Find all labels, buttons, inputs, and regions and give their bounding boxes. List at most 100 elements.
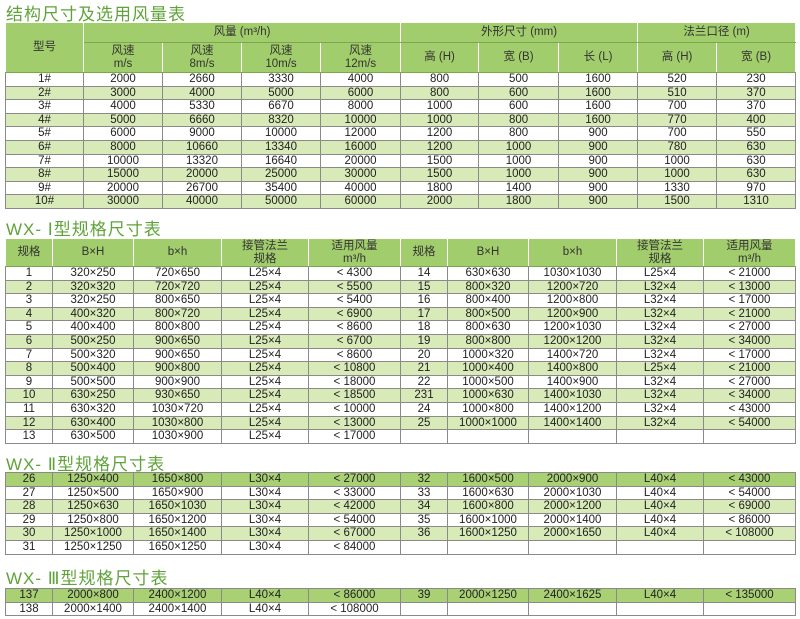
column-header: 规格 — [400, 238, 448, 267]
table-row — [400, 429, 796, 444]
table-cell: 600 — [478, 85, 560, 101]
table-cell: 39 — [400, 588, 448, 603]
table-row: 3 320×250 800×650 L25×4 < 5400 — [5, 293, 401, 308]
table-row: 231 1000×630 1400×1030 L32×4 < 34000 — [400, 388, 796, 403]
table-row: 36 1600×1250 2000×1650 L40×4 < 108000 — [400, 526, 796, 541]
table-row: 17 800×500 1200×900 L32×4 < 21000 — [400, 306, 796, 322]
table-cell — [528, 539, 617, 555]
table-row: 8 500×400 900×800 L25×4 < 10800 — [5, 361, 401, 376]
table-cell: < 10000 — [308, 401, 401, 417]
table4-title: WX- Ⅲ型规格尺寸表 — [6, 569, 169, 588]
table-cell: 1250×800 — [52, 512, 134, 528]
table-cell: 720×650 — [133, 266, 222, 281]
table-cell: L40×4 — [221, 601, 309, 617]
table-cell: L32×4 — [616, 279, 704, 295]
table-cell: L40×4 — [616, 526, 704, 541]
table-cell: 900 — [558, 167, 639, 182]
table-cell: 1030×1030 — [528, 266, 617, 281]
table-cell: 4000 — [319, 72, 402, 87]
table-cell: 25000 — [241, 167, 321, 182]
table-cell: 36 — [400, 526, 448, 541]
table-row: 137 2000×800 2400×1200 L40×4 < 86000 — [5, 588, 401, 603]
table-cell: 10# — [5, 194, 84, 209]
table-cell: L25×4 — [221, 401, 309, 417]
header-flange: 法兰口径 (m) — [637, 22, 797, 43]
table-cell: 1600 — [558, 72, 639, 87]
table-row: 18 800×630 1200×1030 L32×4 < 27000 — [400, 320, 796, 335]
table-cell: 1650×1400 — [133, 526, 222, 541]
table-cell: 12 — [5, 415, 53, 431]
table-cell: 1250×630 — [52, 499, 134, 514]
table-cell: < 86000 — [308, 588, 401, 603]
header-dimension: 高 (H) — [400, 42, 480, 73]
table-cell: 1600 — [558, 85, 639, 101]
table-cell: 2000×1030 — [528, 485, 617, 501]
table-cell: < 27000 — [703, 320, 796, 335]
wx1-left-table: 规格 B×H b×h 接管法兰 规格 适用风量 m³/h 1 320×250 720×650 L25… — [5, 238, 401, 444]
table-cell: 5000 — [241, 85, 321, 101]
table-cell: L30×4 — [221, 539, 309, 555]
table-cell: L30×4 — [221, 512, 309, 528]
table-row: 13 630×500 1030×900 L25×4 < 17000 — [5, 429, 401, 444]
table-cell: 5000 — [83, 112, 163, 128]
table-cell: 800×630 — [447, 320, 529, 335]
table-cell: 500×500 — [52, 374, 134, 390]
table-row: 25 1000×1000 1400×1400 L32×4 < 54000 — [400, 415, 796, 431]
table-cell: 230 — [716, 72, 797, 87]
table-cell: L32×4 — [616, 347, 704, 363]
table-cell: 29 — [5, 512, 53, 528]
table-cell: < 86000 — [703, 512, 796, 528]
table-cell: 10000 — [83, 153, 163, 169]
table-cell: 800×500 — [447, 306, 529, 322]
table-row: 7 500×320 900×650 L25×4 < 8600 — [5, 347, 401, 363]
table-cell — [400, 601, 448, 617]
table-cell: 630×250 — [52, 388, 134, 403]
table-cell: 1200 — [400, 126, 480, 141]
table-cell: 1650×900 — [133, 485, 222, 501]
table-cell: 1000×630 — [447, 388, 529, 403]
table-cell: L30×4 — [221, 472, 309, 487]
table-cell: 1800 — [478, 194, 560, 209]
table-cell: 30000 — [319, 167, 402, 182]
table-cell: 1600×500 — [447, 472, 529, 487]
table-cell: < 33000 — [308, 485, 401, 501]
table-cell: 27 — [5, 485, 53, 501]
table-cell: 26 — [5, 472, 53, 487]
table-cell: 2000 — [400, 194, 480, 209]
table-cell: 1250×500 — [52, 485, 134, 501]
table-cell: 138 — [5, 601, 53, 617]
table-row: 30 1250×1000 1650×1400 L30×4 < 67000 — [5, 526, 401, 541]
table-row: 20 1000×320 1400×720 L32×4 < 17000 — [400, 347, 796, 363]
table-cell: < 54000 — [703, 485, 796, 501]
table-cell: 400×320 — [52, 306, 134, 322]
table-cell — [400, 539, 448, 555]
table-cell: 1400 — [478, 180, 560, 196]
table-cell: < 6700 — [308, 333, 401, 349]
table-row: 4# 5000 6660 8320 10000 1000 800 1600 770 400 — [5, 112, 797, 128]
column-header: 适用风量 m³/h — [703, 238, 796, 267]
table-row: 32 1600×500 2000×900 L40×4 < 43000 — [400, 472, 796, 487]
table-cell: 7# — [5, 153, 84, 169]
table-cell: L25×4 — [221, 347, 309, 363]
table-cell — [447, 601, 529, 617]
table-cell: 30000 — [83, 194, 163, 209]
table-cell — [616, 539, 704, 555]
table-cell: 16 — [400, 293, 448, 308]
table-cell: 1600×630 — [447, 485, 529, 501]
table-cell: L25×4 — [221, 320, 309, 335]
table-cell: 21 — [400, 361, 448, 376]
table-cell: 520 — [637, 72, 718, 87]
table-cell: L32×4 — [616, 333, 704, 349]
table-row: 2# 3000 4000 5000 6000 800 600 1600 510 370 — [5, 85, 797, 101]
table-cell: 40000 — [319, 180, 402, 196]
table-cell: L32×4 — [616, 306, 704, 322]
table-cell: 1500 — [400, 153, 480, 169]
table-cell: < 84000 — [308, 539, 401, 555]
table-row: 12 630×400 1030×800 L25×4 < 13000 — [5, 415, 401, 431]
table-cell: 28 — [5, 499, 53, 514]
header-flange-col: 高 (H) — [637, 42, 718, 73]
table-cell: 2400×1625 — [528, 588, 617, 603]
table-row: 35 1600×1000 2000×1400 L40×4 < 86000 — [400, 512, 796, 528]
table-cell: 1650×800 — [133, 472, 222, 487]
column-header: 适用风量 m³/h — [308, 238, 401, 267]
